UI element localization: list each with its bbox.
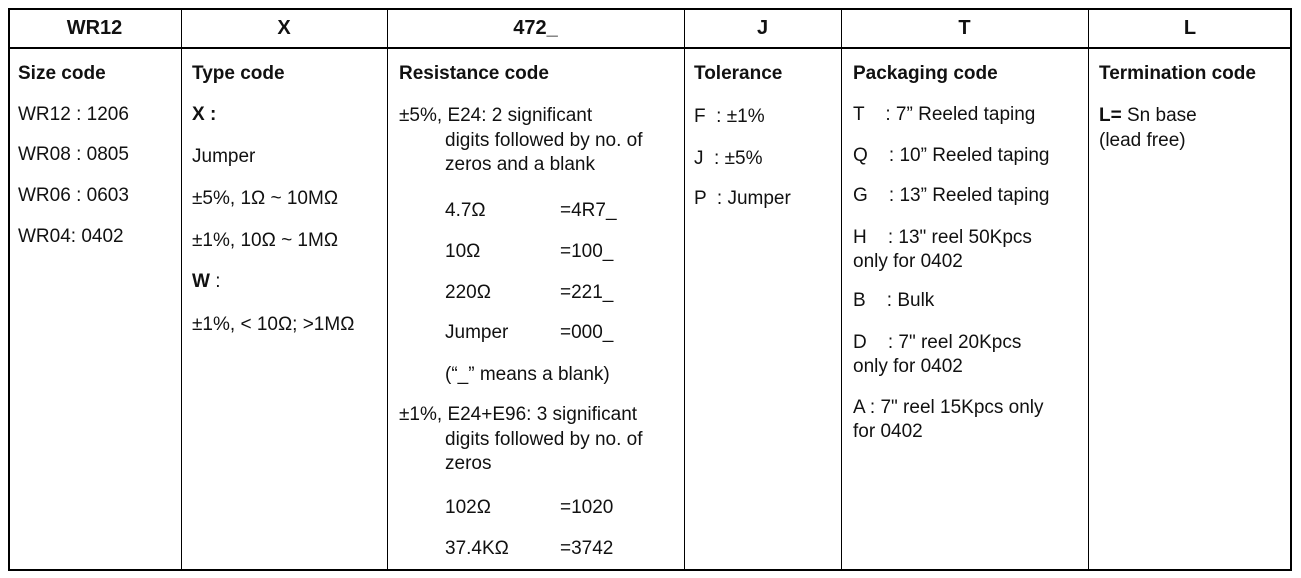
termination-code: L= xyxy=(1099,105,1122,126)
packaging-title: Packaging code xyxy=(853,63,998,84)
column-divider xyxy=(684,8,685,571)
size-item: WR12 : 1206 xyxy=(18,104,129,125)
type-w-colon: : xyxy=(209,271,221,292)
header-resistance: 472_ xyxy=(513,17,558,39)
size-item: WR04: 0402 xyxy=(18,226,124,247)
example-code: =100_ xyxy=(560,241,614,262)
part-number-table xyxy=(8,8,1292,571)
example-value: Jumper xyxy=(445,322,509,343)
type-w-label: W : xyxy=(192,271,221,293)
example-value: 220Ω xyxy=(445,282,491,303)
type-item: ±5%, 1Ω ~ 10MΩ xyxy=(192,188,339,209)
tolerance-item: F : ±1% xyxy=(694,106,765,127)
termination-note: (lead free) xyxy=(1099,130,1186,151)
type-item: Jumper xyxy=(192,146,256,167)
header-packaging: T xyxy=(958,17,971,39)
resistance-e24-text: ±5%, E24: 2 significant xyxy=(399,105,593,126)
column-divider xyxy=(387,8,388,571)
tolerance-item: P : Jumper xyxy=(694,188,791,209)
termination-title: Termination code xyxy=(1099,63,1256,84)
header-type: X xyxy=(277,17,291,39)
size-item: WR08 : 0805 xyxy=(18,144,129,165)
header-termination: L xyxy=(1183,17,1197,39)
packaging-item: A : 7" reel 15Kpcs only xyxy=(853,397,1044,418)
size-item: WR06 : 0603 xyxy=(18,185,129,206)
termination-item: L= Sn base xyxy=(1099,105,1197,127)
packaging-item: B : Bulk xyxy=(853,290,935,311)
header-size: WR12 xyxy=(66,17,123,39)
resistance-e24-text: zeros and a blank xyxy=(445,154,595,175)
type-w-code: W xyxy=(192,271,210,292)
example-code: =3742 xyxy=(560,538,614,559)
column-divider xyxy=(841,8,842,571)
example-code: =221_ xyxy=(560,282,614,303)
example-code: =000_ xyxy=(560,322,614,343)
resistance-e96-text: digits followed by no. of xyxy=(445,429,643,450)
header-tolerance: J xyxy=(756,17,769,39)
packaging-item: only for 0402 xyxy=(853,251,963,272)
resistance-e24-text: digits followed by no. of xyxy=(445,130,643,151)
example-code: =4R7_ xyxy=(560,200,617,221)
packaging-item: Q : 10” Reeled taping xyxy=(853,145,1050,166)
example-value: 10Ω xyxy=(445,241,481,262)
blank-note: (“_” means a blank) xyxy=(445,364,610,385)
tolerance-title: Tolerance xyxy=(694,63,783,84)
packaging-item: H : 13" reel 50Kpcs xyxy=(853,227,1032,248)
packaging-item: T : 7” Reeled taping xyxy=(853,104,1036,125)
packaging-item: only for 0402 xyxy=(853,356,963,377)
column-divider xyxy=(181,8,182,571)
column-divider xyxy=(1088,8,1089,571)
header-divider xyxy=(8,47,1292,49)
tolerance-item: J : ±5% xyxy=(694,148,763,169)
resistance-e96-text: ±1%, E24+E96: 3 significant xyxy=(399,404,638,425)
type-item: ±1%, 10Ω ~ 1MΩ xyxy=(192,230,339,251)
termination-text: Sn base xyxy=(1121,105,1197,126)
resistance-title: Resistance code xyxy=(399,63,549,84)
size-title: Size code xyxy=(18,63,106,84)
resistance-e96-text: zeros xyxy=(445,453,492,474)
example-value: 37.4KΩ xyxy=(445,538,509,559)
example-value: 102Ω xyxy=(445,497,491,518)
type-item: ±1%, < 10Ω; >1MΩ xyxy=(192,314,355,335)
packaging-item: D : 7" reel 20Kpcs xyxy=(853,332,1022,353)
type-x-label: X : xyxy=(192,104,217,125)
packaging-item: G : 13” Reeled taping xyxy=(853,185,1050,206)
example-value: 4.7Ω xyxy=(445,200,486,221)
example-code: =1020 xyxy=(560,497,614,518)
packaging-item: for 0402 xyxy=(853,421,923,442)
type-title: Type code xyxy=(192,63,285,84)
